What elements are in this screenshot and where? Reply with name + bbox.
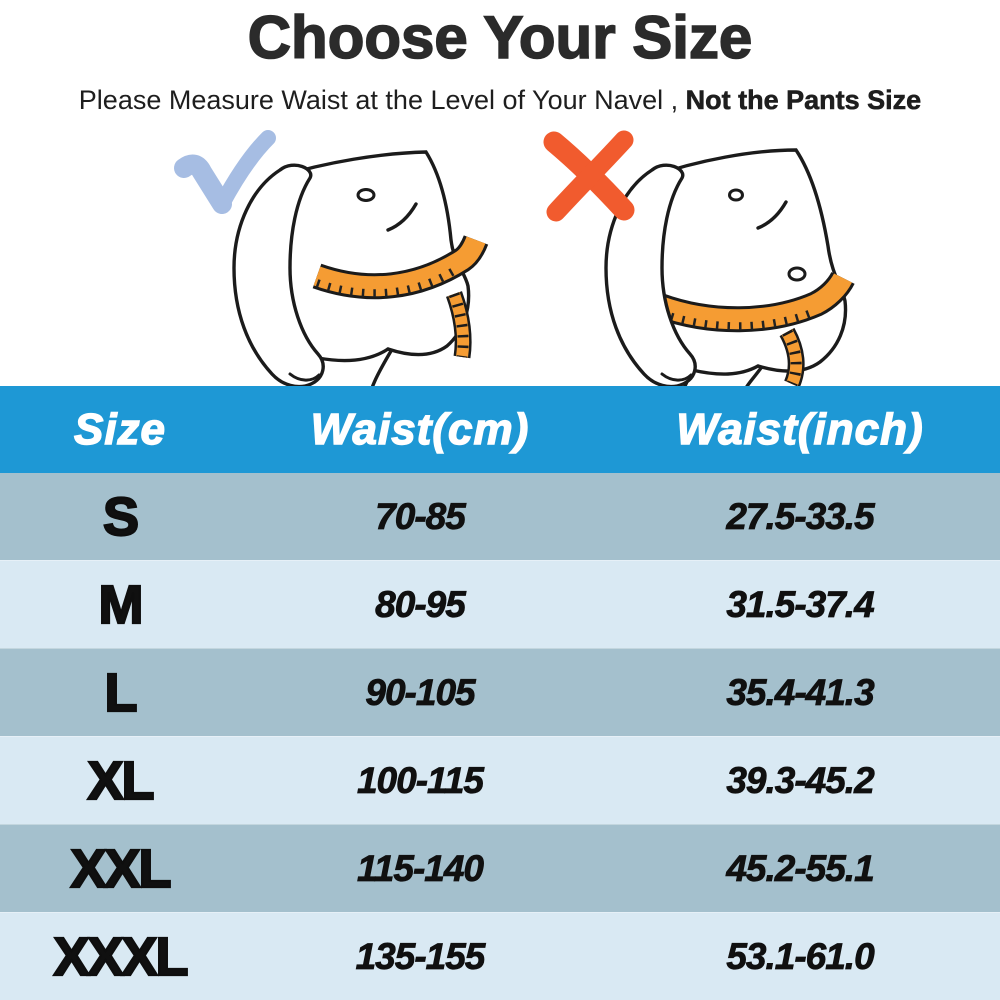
table-header-row: Size Waist(cm) Waist(inch) (0, 386, 1000, 473)
waist-inch-value: 53.1-61.0 (726, 935, 875, 977)
correct-measurement-illustration (174, 130, 489, 390)
table-row: XXXL 135-155 53.1-61.0 (0, 912, 1000, 1000)
table-body: S 70-85 27.5-33.5 M 80-95 31.5-37.4 L 90… (0, 473, 1000, 1000)
waist-cm-value: 100-115 (356, 759, 485, 801)
size-label: M (97, 573, 144, 635)
instruction-regular-text: Please Measure Waist at the Level of You… (78, 85, 679, 115)
cross-icon (543, 130, 635, 222)
table-row: M 80-95 31.5-37.4 (0, 560, 1000, 648)
upper-navel (728, 188, 744, 202)
size-label: S (102, 485, 140, 547)
waist-cm-value: 115-140 (356, 847, 485, 889)
table-row: L 90-105 35.4-41.3 (0, 648, 1000, 736)
size-label: XL (86, 749, 155, 811)
waist-inch-value: 35.4-41.3 (726, 671, 875, 713)
waist-inch-value: 31.5-37.4 (726, 583, 875, 625)
table-row: S 70-85 27.5-33.5 (0, 473, 1000, 560)
measuring-tape (655, 271, 855, 388)
column-header-waist-inch: Waist(inch) (676, 404, 924, 454)
check-icon (174, 130, 276, 214)
instruction-bold-text: Not the Pants Size (685, 85, 922, 116)
column-header-size: Size (73, 404, 167, 454)
waist-inch-value: 45.2-55.1 (726, 847, 875, 889)
table-row: XL 100-115 39.3-45.2 (0, 736, 1000, 824)
waist-inch-value: 39.3-45.2 (726, 759, 875, 801)
incorrect-measurement-illustration (543, 130, 855, 390)
arm (232, 163, 325, 389)
tape-end-ticks (448, 292, 469, 358)
measuring-instruction: Please Measure Waist at the Level of You… (0, 82, 1000, 118)
waist-cm-value: 90-105 (365, 671, 476, 713)
measuring-tape (312, 235, 489, 359)
navel (356, 188, 376, 202)
arm (604, 163, 697, 389)
size-label: L (103, 661, 138, 723)
tape-ticks (658, 307, 818, 331)
page-title: Choose Your Size (247, 3, 753, 72)
waist-cm-value: 80-95 (375, 583, 466, 625)
waist-inch-value: 27.5-33.5 (726, 495, 875, 537)
size-label: XXL (69, 837, 172, 899)
column-header-waist-cm: Waist(cm) (310, 404, 530, 454)
table-row: XXL 115-140 45.2-55.1 (0, 824, 1000, 912)
navel (787, 266, 807, 282)
size-label: XXXL (52, 925, 189, 987)
size-chart-table: Size Waist(cm) Waist(inch) S 70-85 27.5-… (0, 386, 1000, 1000)
waist-cm-value: 70-85 (375, 495, 466, 537)
waist-cm-value: 135-155 (355, 935, 486, 977)
